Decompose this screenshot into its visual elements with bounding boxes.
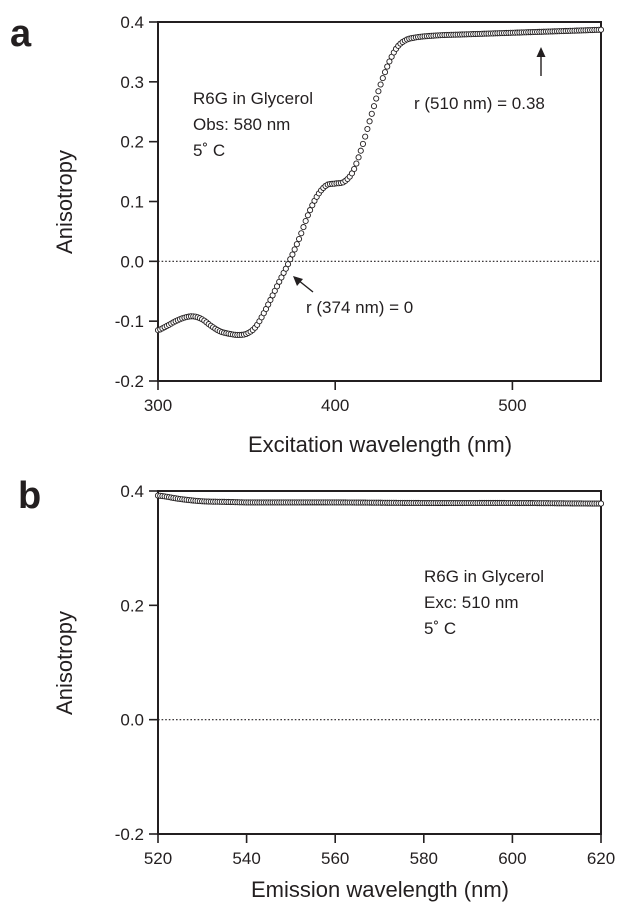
panel-b-y-ticks: -0.2 0.0 0.2 0.4 (115, 482, 158, 844)
panel-a-y-axis-title: Anisotropy (52, 150, 77, 254)
panel-b: b -0.2 0.0 0.2 0.4 520 540 560 580 600 620 Emiss… (18, 475, 615, 902)
data-point (351, 165, 358, 173)
panel-a-plot-frame (157, 21, 602, 382)
panel-a-sample-label: R6G in Glycerol (193, 89, 313, 108)
panel-b-x-ticks: 520 540 560 580 600 620 (144, 834, 615, 868)
data-point (300, 224, 307, 231)
x-tick-label: 620 (587, 849, 615, 868)
y-tick-label: 0.2 (120, 133, 144, 152)
panel-a-x-ticks: 300 400 500 (144, 381, 527, 415)
data-point (302, 217, 309, 225)
y-tick-label: 0.2 (120, 596, 144, 615)
y-tick-label: -0.2 (115, 825, 144, 844)
data-point (381, 69, 389, 76)
x-tick-label: 520 (144, 849, 172, 868)
data-point (293, 241, 300, 248)
panel-b-excitation-label: Exc: 510 nm (424, 593, 519, 612)
y-tick-label: 0.4 (120, 13, 144, 32)
panel-a-r-high-label: r (510 nm) = 0.38 (414, 94, 545, 113)
data-point (386, 58, 393, 65)
panel-b-letter: b (18, 475, 41, 517)
panel-b-y-axis-title: Anisotropy (52, 611, 77, 715)
y-tick-label: 0.3 (120, 73, 144, 92)
data-point (357, 147, 364, 154)
data-point (379, 75, 386, 82)
panel-a-arrow-up-icon (536, 47, 546, 76)
panel-a-temperature-label: 5˚ C (193, 141, 225, 160)
data-point (291, 246, 298, 253)
data-point (597, 500, 605, 507)
data-point (366, 118, 373, 125)
y-tick-label: -0.2 (115, 372, 144, 391)
data-point (296, 235, 303, 243)
panel-a-data-points (154, 26, 605, 338)
x-tick-label: 600 (498, 849, 526, 868)
data-point (355, 154, 362, 161)
data-point (289, 251, 296, 258)
y-tick-label: 0.0 (120, 711, 144, 730)
data-point (307, 207, 314, 214)
x-tick-label: 500 (498, 396, 526, 415)
data-point (362, 133, 369, 140)
data-point (370, 103, 378, 110)
x-tick-label: 300 (144, 396, 172, 415)
panel-a-r-zero-label: r (374 nm) = 0 (306, 298, 413, 317)
data-point (298, 230, 305, 237)
y-tick-label: 0.1 (120, 193, 144, 212)
data-point (597, 26, 605, 33)
y-tick-label: 0.0 (120, 252, 144, 271)
panel-a-letter: a (10, 13, 32, 55)
panel-a: a -0.2 -0.1 0.0 0.1 0.2 0.3 0.4 300 400 500 Exci… (10, 13, 605, 457)
data-point (377, 81, 384, 88)
data-point (304, 212, 311, 219)
x-tick-label: 540 (232, 849, 260, 868)
panel-b-temperature-label: 5˚ C (424, 619, 456, 638)
panel-b-data-points (154, 492, 605, 507)
panel-a-y-ticks: -0.2 -0.1 0.0 0.1 0.2 0.3 0.4 (115, 13, 158, 391)
data-point (284, 261, 292, 268)
panel-a-arrow-diagonal-icon (293, 276, 314, 293)
x-tick-label: 400 (321, 396, 349, 415)
panel-a-x-axis-title: Excitation wavelength (nm) (248, 432, 512, 457)
data-point (364, 125, 371, 133)
y-tick-label: 0.4 (120, 482, 144, 501)
x-tick-label: 580 (410, 849, 438, 868)
y-tick-label: -0.1 (115, 312, 144, 331)
data-point (368, 110, 375, 117)
data-point (359, 140, 367, 147)
data-point (384, 63, 391, 70)
panel-b-plot-frame (157, 490, 602, 835)
data-point (375, 88, 382, 95)
data-point (353, 160, 360, 167)
x-tick-label: 560 (321, 849, 349, 868)
data-point (373, 95, 380, 102)
panel-b-x-axis-title: Emission wavelength (nm) (251, 877, 509, 902)
panel-a-observation-label: Obs: 580 nm (193, 115, 290, 134)
panel-b-sample-label: R6G in Glycerol (424, 567, 544, 586)
